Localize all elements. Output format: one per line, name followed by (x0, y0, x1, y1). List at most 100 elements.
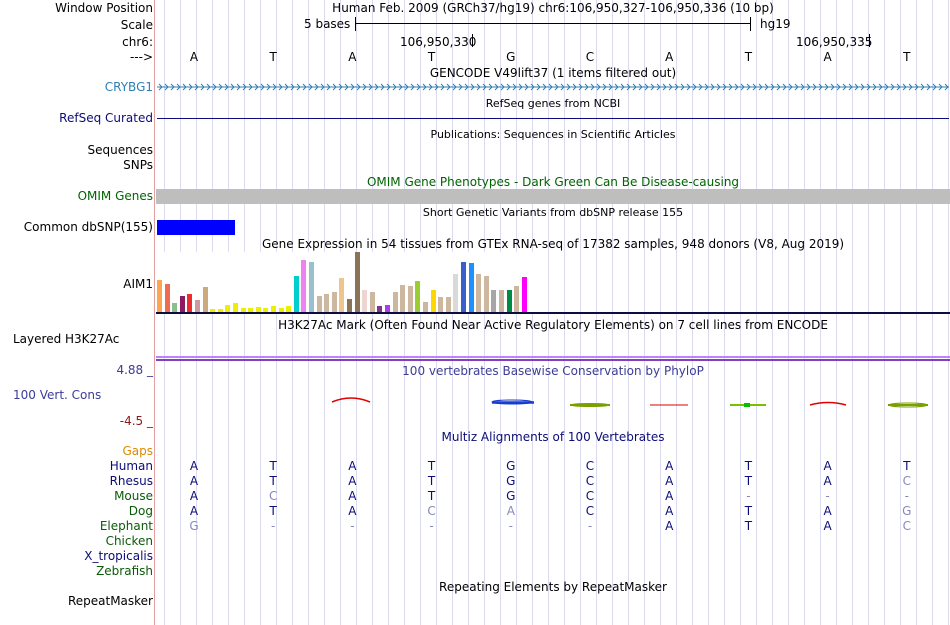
phylop-conservation-plot[interactable] (156, 394, 950, 414)
gtex-tissue-bar[interactable] (407, 286, 413, 312)
phylop-track-title: 100 vertebrates Basewise Conservation by… (402, 364, 704, 378)
multiz-base: A (665, 504, 674, 518)
gtex-tissue-bar[interactable] (225, 305, 231, 312)
gtex-tissue-bar[interactable] (309, 262, 314, 312)
multiz-track-title: Multiz Alignments of 100 Vertebrates (441, 430, 665, 444)
multiz-species-label[interactable]: Rhesus (109, 474, 153, 488)
multiz-gaps-label[interactable]: Gaps (122, 444, 153, 458)
gtex-track-label[interactable]: AIM1 (123, 277, 153, 291)
gencode-track-title: GENCODE V49lift37 (1 items filtered out) (429, 66, 677, 80)
gtex-tissue-bar[interactable] (195, 300, 200, 312)
gtex-tissue-bar[interactable] (499, 290, 504, 312)
gtex-tissue-bar[interactable] (468, 263, 474, 312)
gtex-tissue-bar[interactable] (187, 294, 193, 312)
gtex-tissue-bar[interactable] (248, 308, 254, 312)
gtex-tissue-bar[interactable] (255, 307, 261, 312)
gtex-tissue-bar[interactable] (217, 309, 223, 312)
gtex-tissue-bar[interactable] (385, 305, 390, 312)
gtex-tissue-bar[interactable] (377, 306, 383, 312)
publications-snps-label[interactable]: SNPs (123, 158, 153, 172)
multiz-base: A (189, 489, 199, 503)
refseq-track-title: RefSeq genes from NCBI (485, 97, 621, 110)
multiz-base: A (189, 474, 199, 488)
window-position-label: Window Position (55, 1, 153, 15)
publications-sequences-label[interactable]: Sequences (87, 143, 153, 157)
gene-crybg1-feature[interactable] (157, 81, 949, 93)
refseq-gene-feature[interactable] (157, 118, 949, 119)
gencode-track-label[interactable]: CRYBG1 (104, 80, 153, 94)
multiz-species-label[interactable]: Elephant (99, 519, 153, 533)
multiz-species-label[interactable]: Chicken (105, 534, 153, 548)
multiz-base: A (823, 504, 832, 518)
gtex-tissue-bar[interactable] (430, 290, 436, 312)
gtex-tissue-bar[interactable] (233, 303, 238, 312)
gtex-tissue-bar[interactable] (453, 274, 459, 312)
multiz-species-label[interactable]: Human (109, 459, 153, 473)
gtex-tissue-bar[interactable] (293, 276, 299, 312)
multiz-base: A (665, 459, 674, 473)
gtex-tissue-bar[interactable] (179, 296, 185, 312)
gtex-tissue-bar[interactable] (172, 303, 178, 312)
multiz-base: A (823, 519, 832, 533)
strand-label: ---> (129, 50, 153, 64)
gtex-tissue-bar[interactable] (369, 292, 375, 312)
multiz-species-label[interactable]: Mouse (114, 489, 153, 503)
dbsnp-track-label[interactable]: Common dbSNP(155) (23, 220, 153, 234)
gtex-tissue-bar[interactable] (263, 308, 269, 312)
gtex-tissue-bar[interactable] (514, 286, 520, 312)
gtex-tissue-bar[interactable] (506, 290, 512, 312)
gtex-tissue-bar[interactable] (461, 262, 466, 312)
scale-bar-right-tick (750, 17, 751, 31)
gtex-tissue-bar[interactable] (347, 299, 352, 312)
gtex-tissue-bar[interactable] (362, 290, 368, 312)
h3k27ac-track-label[interactable]: Layered H3K27Ac (13, 332, 120, 346)
gtex-tissue-bar[interactable] (331, 292, 337, 312)
multiz-base: T (269, 504, 277, 518)
dbsnp-variant-feature[interactable] (157, 220, 235, 235)
refseq-track-label[interactable]: RefSeq Curated (59, 111, 153, 125)
window-position-value: Human Feb. 2009 (GRCh37/hg19) chr6:106,9… (332, 1, 774, 15)
gtex-tissue-bar[interactable] (301, 260, 307, 312)
multiz-base: - (587, 519, 593, 533)
scale-assembly: hg19 (760, 17, 791, 31)
gtex-tissue-bar[interactable] (521, 277, 527, 312)
gtex-tissue-bar[interactable] (202, 287, 208, 312)
gtex-tissue-bar[interactable] (240, 308, 246, 312)
gtex-tissue-bar[interactable] (392, 292, 398, 312)
gtex-tissue-bar[interactable] (157, 280, 162, 312)
chrom-label: chr6: (122, 35, 153, 49)
multiz-base: - (825, 489, 830, 503)
omim-track-label[interactable]: OMIM Genes (77, 189, 153, 203)
gtex-expression-chart[interactable] (156, 252, 536, 312)
phylop-min-label: -4.5 _ (119, 414, 153, 428)
gtex-tissue-bar[interactable] (164, 284, 170, 312)
gtex-tissue-bar[interactable] (491, 290, 497, 312)
gtex-track-title: Gene Expression in 54 tissues from GTEx … (261, 237, 845, 251)
gtex-tissue-bar[interactable] (339, 278, 345, 312)
base-letter: T (744, 50, 753, 64)
gtex-tissue-bar[interactable] (354, 252, 360, 312)
gtex-tissue-bar[interactable] (316, 296, 322, 312)
gtex-tissue-bar[interactable] (278, 308, 284, 312)
gtex-tissue-bar[interactable] (415, 281, 421, 312)
multiz-species-label[interactable]: Dog (128, 504, 153, 518)
gtex-tissue-bar[interactable] (438, 297, 444, 312)
gtex-tissue-bar[interactable] (271, 306, 276, 312)
gtex-tissue-bar[interactable] (445, 297, 451, 312)
gtex-tissue-bar[interactable] (483, 276, 489, 312)
omim-gene-feature[interactable] (156, 189, 950, 204)
omim-track-title: OMIM Gene Phenotypes - Dark Green Can Be… (366, 175, 740, 189)
multiz-species-label[interactable]: Zebrafish (96, 564, 153, 578)
repeatmasker-track-label[interactable]: RepeatMasker (67, 594, 153, 608)
multiz-base: A (823, 474, 832, 488)
multiz-species-label[interactable]: X_tropicalis (84, 549, 153, 563)
gtex-tissue-bar[interactable] (423, 302, 428, 312)
gtex-tissue-bar[interactable] (324, 294, 330, 312)
multiz-base: A (506, 504, 515, 518)
h3k27ac-track-title: H3K27Ac Mark (Often Found Near Active Re… (278, 318, 828, 332)
gtex-tissue-bar[interactable] (400, 285, 406, 312)
phylop-track-label[interactable]: 100 Vert. Cons (13, 388, 102, 402)
gtex-tissue-bar[interactable] (210, 309, 216, 312)
gtex-tissue-bar[interactable] (476, 274, 482, 312)
gtex-tissue-bar[interactable] (286, 306, 292, 312)
